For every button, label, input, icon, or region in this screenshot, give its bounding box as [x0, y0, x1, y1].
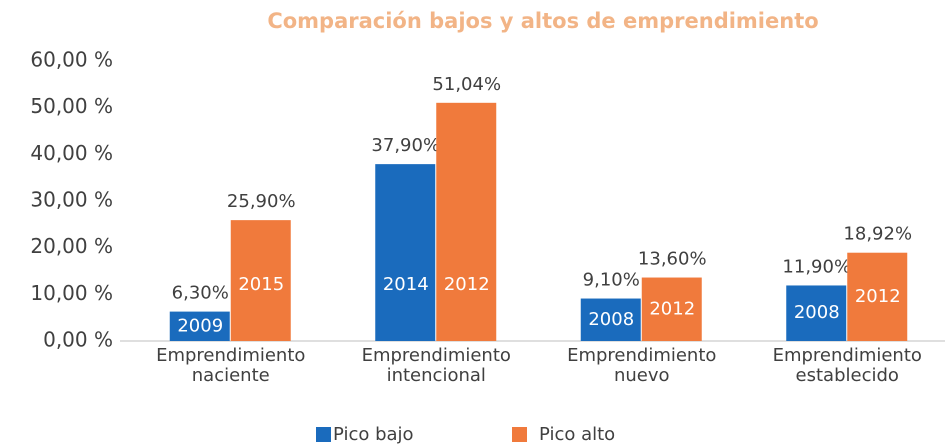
legend-swatch [316, 427, 331, 442]
bar [375, 164, 436, 341]
inner-label: 2008 [588, 309, 634, 330]
bar [847, 252, 908, 341]
y-tick-label: 50,00 % [30, 94, 113, 118]
x-tick-label: naciente [192, 365, 270, 386]
y-tick-label: 20,00 % [30, 234, 113, 258]
y-tick-label: 10,00 % [30, 281, 113, 305]
x-tick-label: nuevo [614, 365, 670, 386]
y-tick-label: 40,00 % [30, 141, 113, 165]
inner-label: 2009 [177, 315, 223, 336]
y-tick-label: 30,00 % [30, 188, 113, 212]
bar [169, 311, 230, 341]
value-label: 9,10% [583, 270, 640, 291]
value-label: 25,90% [227, 191, 296, 212]
y-tick-label: 60,00 % [30, 48, 113, 72]
bar [580, 298, 641, 341]
value-label: 18,92% [843, 224, 912, 245]
inner-label: 2015 [238, 274, 284, 295]
bar [786, 285, 847, 341]
bar [436, 102, 497, 342]
value-label: 37,90% [371, 135, 440, 156]
x-tick-label: establecido [796, 365, 899, 386]
inner-label: 2014 [383, 274, 429, 295]
value-label: 6,30% [172, 283, 229, 304]
inner-label: 2008 [794, 302, 840, 323]
legend-label: Pico alto [539, 424, 615, 445]
bar [230, 220, 291, 341]
inner-label: 2012 [649, 298, 695, 319]
inner-label: 2012 [855, 286, 901, 307]
x-tick-label: intencional [387, 365, 486, 386]
x-tick-label: Emprendimiento [567, 345, 716, 366]
legend-label: Pico bajo [333, 424, 414, 445]
value-label: 13,60% [638, 249, 707, 270]
x-tick-label: Emprendimiento [156, 345, 305, 366]
y-tick-label: 0,00 % [43, 328, 113, 352]
x-tick-label: Emprendimiento [362, 345, 511, 366]
inner-label: 2012 [444, 274, 490, 295]
value-label: 11,90% [782, 256, 851, 277]
x-tick-label: Emprendimiento [773, 345, 922, 366]
legend-swatch [512, 427, 527, 442]
chart-title: Comparación bajos y altos de emprendimie… [267, 9, 818, 33]
bar [641, 277, 702, 341]
value-label: 51,04% [432, 74, 501, 95]
